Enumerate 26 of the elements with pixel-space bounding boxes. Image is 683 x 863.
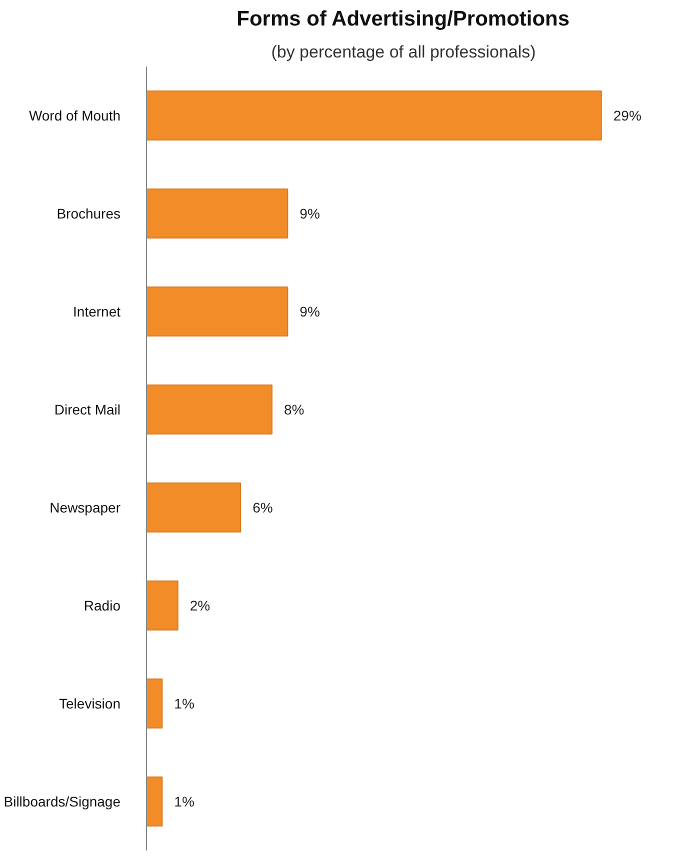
data-label: 8% xyxy=(284,402,304,418)
bar xyxy=(146,482,242,532)
data-label: 6% xyxy=(252,500,273,516)
bar xyxy=(146,188,288,238)
y-tick-label: Billboards/Signage xyxy=(4,794,121,810)
data-label: 1% xyxy=(174,696,194,712)
bar xyxy=(146,90,602,140)
y-tick-label: Word of Mouth xyxy=(28,108,120,124)
data-label: 9% xyxy=(300,304,320,320)
y-tick-label: Internet xyxy=(73,304,121,320)
y-tick-label: Direct Mail xyxy=(54,402,121,418)
y-tick-label: Radio xyxy=(84,598,121,614)
data-label: 2% xyxy=(190,598,210,614)
bar xyxy=(146,678,163,728)
chart-subtitle: (by percentage of all professionals) xyxy=(271,42,536,62)
bar xyxy=(146,776,163,826)
y-tick-label: Television xyxy=(59,696,121,712)
data-label: 29% xyxy=(613,108,642,124)
bar xyxy=(146,580,178,630)
y-tick-label: Brochures xyxy=(56,206,121,222)
chart-title: Forms of Advertising/Promotions xyxy=(236,8,570,30)
bar xyxy=(146,286,288,336)
bar xyxy=(146,384,272,434)
data-label: 9% xyxy=(300,206,320,222)
data-label: 1% xyxy=(174,794,194,810)
y-tick-label: Newspaper xyxy=(50,500,121,516)
